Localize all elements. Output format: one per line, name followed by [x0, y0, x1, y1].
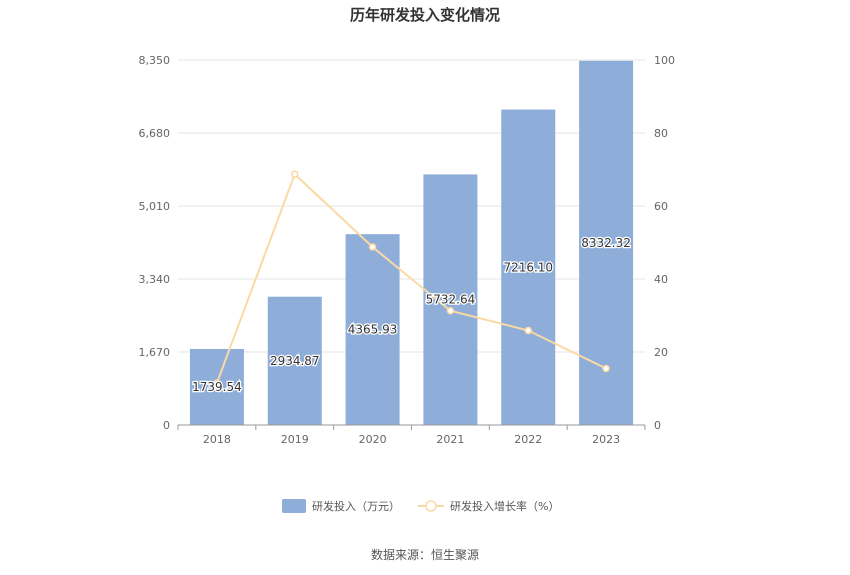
bar[interactable] — [189, 348, 244, 425]
y-right-tick-label: 80 — [654, 127, 668, 140]
y-right-tick-label: 0 — [654, 419, 661, 432]
bar-value-label: 1739.54 — [192, 380, 242, 394]
x-tick-label: 2022 — [514, 433, 542, 446]
bar[interactable] — [579, 60, 634, 426]
y-right-tick-label: 40 — [654, 273, 668, 286]
legend-label-line: 研发投入增长率（%） — [450, 499, 559, 513]
legend-swatch-marker — [425, 500, 437, 512]
line-point[interactable] — [368, 243, 377, 251]
bar[interactable] — [501, 109, 556, 426]
x-tick-label: 2019 — [281, 433, 309, 446]
y-right-tick-label: 20 — [654, 346, 668, 359]
y-left-tick-label: 5,010 — [139, 200, 171, 213]
source-note: 数据来源：恒生聚源 — [371, 547, 479, 562]
y-left-tick-label: 0 — [163, 419, 170, 432]
line-point[interactable] — [524, 326, 532, 335]
axes: 0 0 1,670 20 3,340 40 5,010 60 6,680 80 8,350 100 20… — [139, 54, 676, 446]
bar-value-label: 5732.64 — [426, 293, 476, 307]
x-tick-label: 2021 — [436, 433, 464, 446]
bar-series — [189, 60, 634, 426]
y-right-tick-label: 60 — [654, 200, 668, 213]
legend-item-bar[interactable]: 研发投入（万元） — [282, 499, 400, 513]
gridlines — [178, 59, 645, 353]
legend-swatch-bar — [282, 499, 306, 513]
bar[interactable] — [345, 234, 400, 425]
bar[interactable] — [423, 174, 478, 425]
y-left-tick-label: 8,350 — [139, 54, 171, 67]
bar-value-label: 7216.10 — [503, 260, 553, 274]
chart-title: 历年研发投入变化情况 — [350, 6, 500, 24]
x-tick-label: 2023 — [592, 433, 620, 446]
line-point[interactable] — [446, 307, 455, 315]
bar-value-label: 8332.32 — [581, 236, 631, 250]
line-series — [213, 170, 610, 387]
y-left-tick-label: 1,670 — [139, 346, 171, 359]
growth-line — [215, 172, 607, 384]
data-labels: 1739.54 2934.87 4365.93 5732.64 7216.10 8332.… — [191, 235, 632, 396]
legend-label-bar: 研发投入（万元） — [312, 499, 400, 513]
y-left-tick-label: 3,340 — [139, 273, 171, 286]
line-point[interactable] — [291, 170, 299, 178]
line-point[interactable] — [602, 364, 610, 373]
x-tick-label: 2020 — [359, 433, 387, 446]
bar-value-label: 2934.87 — [270, 354, 320, 368]
line-point[interactable] — [213, 379, 221, 387]
x-tick-label: 2018 — [203, 433, 231, 446]
legend[interactable]: 研发投入（万元） 研发投入增长率（%） — [282, 499, 559, 513]
legend-item-line[interactable]: 研发投入增长率（%） — [418, 499, 559, 513]
y-right-tick-label: 100 — [654, 54, 675, 67]
bar-value-label: 4365.93 — [348, 323, 398, 337]
y-left-tick-label: 6,680 — [139, 127, 171, 140]
bar[interactable] — [267, 296, 322, 425]
